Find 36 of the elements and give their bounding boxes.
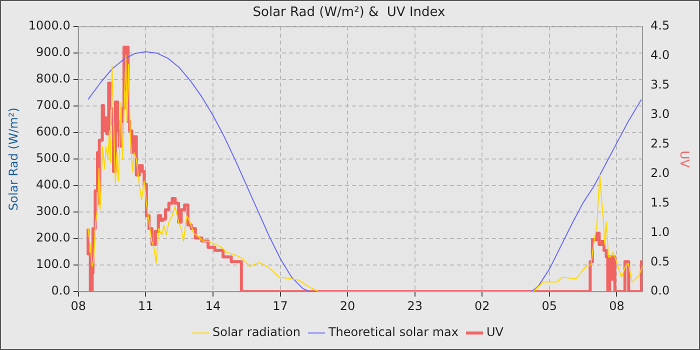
- y-tick-label: 500.0: [36, 151, 70, 166]
- y2-tick-label: 2.0: [650, 166, 670, 180]
- chart-title: Solar Rad (W/m²) & UV Index: [252, 5, 446, 20]
- y-tick-label: 200.0: [36, 230, 70, 245]
- y-axis-title: Solar Rad (W/m²): [6, 108, 20, 211]
- x-tick-label: 23: [407, 298, 422, 313]
- y2-tick-label: 4.5: [650, 18, 670, 33]
- y-tick-label: 100.0: [36, 257, 70, 272]
- x-tick-label: 14: [205, 298, 221, 313]
- legend-label: UV: [486, 325, 504, 340]
- y2-tick-label: 3.0: [650, 107, 670, 122]
- y2-tick-label: 4.0: [650, 48, 670, 62]
- y2-axis-title: UV: [678, 150, 692, 168]
- y2-tick-label: 1.5: [650, 195, 670, 210]
- y-tick-label: 0.0: [51, 284, 70, 298]
- legend-label: Theoretical solar max: [327, 325, 459, 340]
- x-tick-label: 08: [70, 298, 86, 313]
- x-tick-label: 05: [542, 298, 558, 313]
- y2-tick-label: 0.5: [650, 254, 670, 268]
- y2-tick-label: 1.0: [650, 224, 670, 239]
- x-tick-label: 20: [340, 298, 356, 313]
- y-tick-label: 900.0: [36, 45, 70, 60]
- y-tick-label: 400.0: [36, 178, 70, 192]
- y-tick-label: 1000.0: [28, 18, 70, 33]
- legend-label: Solar radiation: [212, 325, 300, 340]
- y2-tick-label: 3.5: [650, 78, 670, 92]
- y2-tick-label: 0.0: [650, 284, 670, 298]
- x-tick-label: 08: [609, 298, 624, 313]
- x-tick-label: 17: [272, 298, 288, 313]
- y2-tick-label: 2.5: [650, 136, 670, 151]
- x-tick-label: 02: [474, 298, 490, 313]
- y-tick-label: 300.0: [36, 204, 70, 218]
- y-tick-label: 700.0: [36, 98, 70, 112]
- y-tick-label: 600.0: [36, 124, 70, 139]
- x-tick-label: 11: [138, 298, 154, 313]
- y-tick-label: 800.0: [36, 72, 70, 86]
